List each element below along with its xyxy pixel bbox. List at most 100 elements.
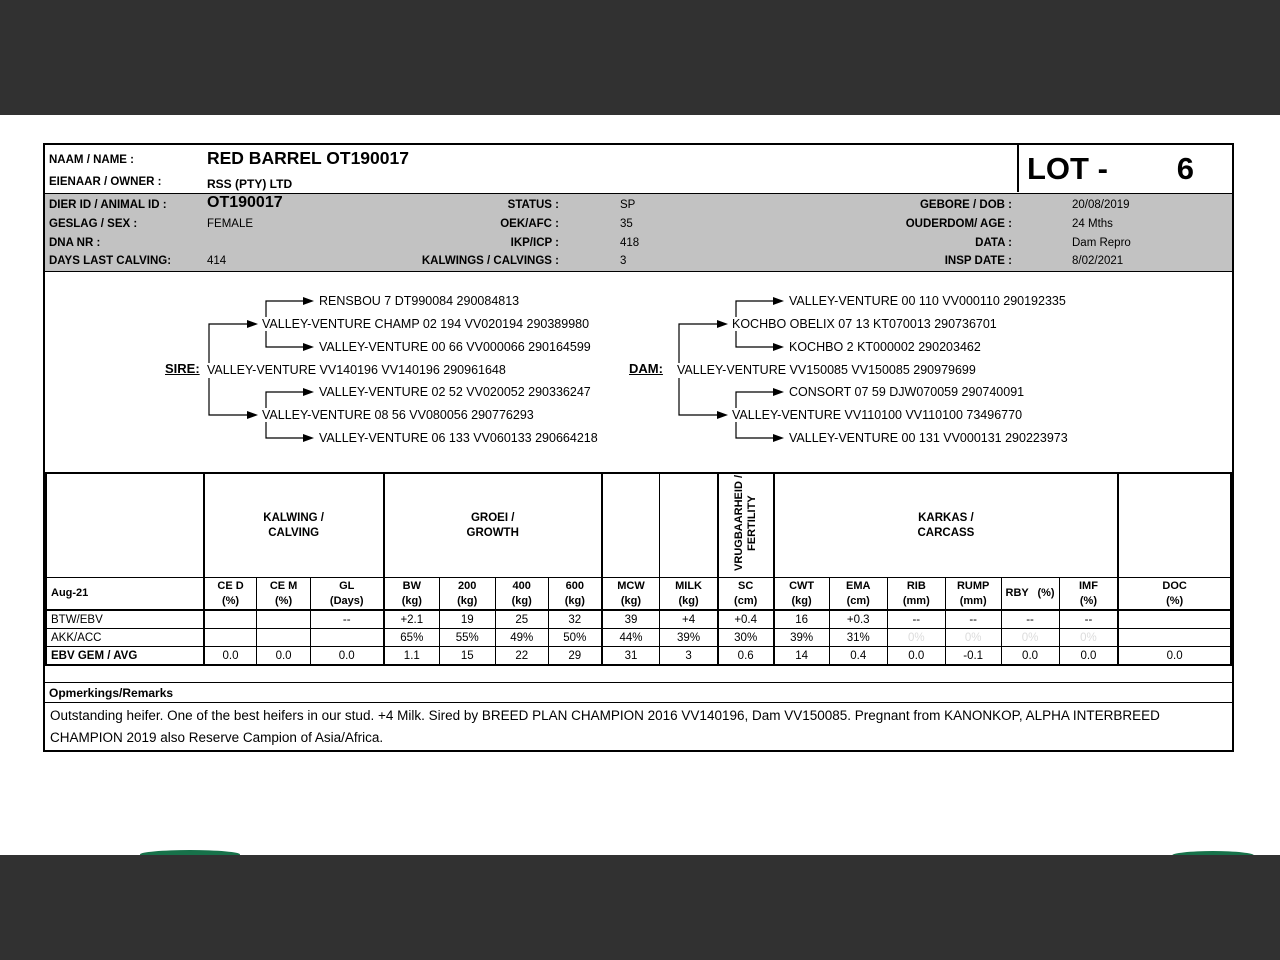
- sire-dam-dam: VALLEY-VENTURE 06 133 VV060133 290664218: [319, 431, 598, 445]
- cell: 49%: [494, 628, 549, 647]
- top-letterbox-bar: [0, 0, 1280, 115]
- cell: [1117, 609, 1232, 629]
- cell: 0.0: [309, 646, 385, 666]
- col-cwt: CWT (kg): [772, 577, 830, 611]
- owner-label: EIENAAR / OWNER :: [49, 176, 162, 188]
- sire-name: VALLEY-VENTURE VV140196 VV140196 2909616…: [207, 363, 506, 377]
- cell: 31%: [828, 628, 888, 647]
- info-row: DNA NR : IKP/ICP : 418 DATA : Dam Repro: [45, 234, 1232, 253]
- left-green-logo-sliver: [140, 850, 240, 859]
- col-rib: RIB (mm): [886, 577, 946, 611]
- pedigree-section: RENSBOU 7 DT990084 290084813 VALLEY-VENT…: [45, 272, 1232, 472]
- cell: -0.1: [944, 646, 1002, 666]
- cell: 0.4: [828, 646, 888, 666]
- cell: +0.3: [828, 609, 888, 629]
- insp-date-label: INSP DATE :: [944, 255, 1012, 267]
- cell: 0%: [1058, 628, 1119, 647]
- lot-card: NAAM / NAME : RED BARREL OT190017 EIENAA…: [43, 143, 1234, 752]
- cell: 39%: [772, 628, 830, 647]
- row-label: BTW/EBV: [45, 609, 205, 629]
- table-row-avg: EBV GEM / AVG 0.0 0.0 0.0 1.1 15 22 29 3…: [45, 646, 1232, 666]
- sire-sire-dam: VALLEY-VENTURE 00 66 VV000066 290164599: [319, 340, 591, 354]
- col-ced: CE D (%): [202, 577, 258, 611]
- cell: 55%: [438, 628, 496, 647]
- lot-box: LOT - 6: [1017, 145, 1232, 192]
- animal-id-label: DIER ID / ANIMAL ID :: [49, 199, 167, 211]
- days-last-calving-value: 414: [207, 255, 227, 267]
- sire-sire: VALLEY-VENTURE CHAMP 02 194 VV020194 290…: [262, 317, 590, 331]
- cell: 39%: [659, 628, 719, 647]
- animal-id-value: OT190017: [207, 194, 283, 211]
- group-empty-cell: [600, 472, 661, 578]
- cell: [256, 609, 311, 629]
- animal-info-band: DIER ID / ANIMAL ID : OT190017 STATUS : …: [45, 194, 1232, 272]
- dob-label: GEBORE / DOB :: [919, 199, 1012, 211]
- cell: [1117, 628, 1232, 647]
- remarks-text: Outstanding heifer. One of the best heif…: [50, 708, 1160, 745]
- dna-label: DNA NR :: [49, 237, 101, 249]
- ebv-table: KALWING / CALVING GROEI / GROWTH VRUGBAA…: [45, 472, 1232, 666]
- cell: 0.0: [256, 646, 311, 666]
- table-row-ebv: BTW/EBV -- +2.1 19 25 32 39 +4 +0.4 16 +…: [45, 609, 1232, 629]
- cell: 50%: [547, 628, 603, 647]
- dam-name: VALLEY-VENTURE VV150085 VV150085 2909796…: [677, 363, 976, 377]
- lot-number: 6: [1176, 150, 1194, 186]
- cell: 30%: [716, 628, 775, 647]
- trait-group-row: KALWING / CALVING GROEI / GROWTH VRUGBAA…: [45, 472, 1232, 578]
- cell: 44%: [600, 628, 661, 647]
- cell: 25: [494, 609, 549, 629]
- cell: [202, 609, 258, 629]
- col-400: 400 (kg): [494, 577, 549, 611]
- cell: 32: [547, 609, 603, 629]
- cell: 3: [659, 646, 719, 666]
- afc-label: OEK/AFC :: [500, 218, 559, 230]
- group-empty-cell: [45, 472, 205, 578]
- sire-sire-sire: RENSBOU 7 DT990084 290084813: [319, 294, 520, 308]
- remarks-label: Opmerkings/Remarks: [45, 683, 1232, 703]
- cell: 0.0: [1117, 646, 1232, 666]
- pedigree-connector-lines: [208, 297, 784, 442]
- col-cem: CE M (%): [256, 577, 311, 611]
- col-milk: MILK (kg): [659, 577, 719, 611]
- info-row: GESLAG / SEX : FEMALE OEK/AFC : 35 OUDER…: [45, 215, 1232, 234]
- calvings-value: 3: [620, 255, 627, 267]
- age-label: OUDERDOM/ AGE :: [905, 218, 1012, 230]
- dam-sire-dam: KOCHBO 2 KT000002 290203462: [789, 340, 981, 354]
- cell: 31: [600, 646, 661, 666]
- dam-sire-sire: VALLEY-VENTURE 00 110 VV000110 290192335: [789, 294, 1066, 308]
- data-value: Dam Repro: [1072, 237, 1131, 249]
- info-row: DAYS LAST CALVING: 414 KALWINGS / CALVIN…: [45, 252, 1232, 271]
- cell: 19: [438, 609, 496, 629]
- cell: 15: [438, 646, 496, 666]
- col-rby: RBY (%): [1000, 577, 1060, 611]
- group-calving: KALWING / CALVING: [202, 472, 385, 578]
- col-ema: EMA (cm): [828, 577, 888, 611]
- col-mcw: MCW (kg): [600, 577, 661, 611]
- table-date-label: Aug-21: [45, 577, 205, 611]
- cell: --: [309, 609, 385, 629]
- remarks-section: Opmerkings/Remarks Outstanding heifer. O…: [45, 682, 1232, 750]
- group-carcass: KARKAS / CARCASS: [772, 472, 1119, 578]
- name-label: NAAM / NAME :: [49, 154, 134, 166]
- cell: 29: [547, 646, 603, 666]
- cell: 0.0: [202, 646, 258, 666]
- col-200: 200 (kg): [438, 577, 496, 611]
- group-empty-cell: [1117, 472, 1232, 578]
- cell: 39: [600, 609, 661, 629]
- row-label: EBV GEM / AVG: [45, 646, 205, 666]
- cell: 14: [772, 646, 830, 666]
- cell: 16: [772, 609, 830, 629]
- cell: 0%: [1000, 628, 1060, 647]
- dam-label: DAM:: [629, 361, 663, 376]
- cell: --: [886, 609, 946, 629]
- row-label: AKK/ACC: [45, 628, 205, 647]
- cell: +4: [659, 609, 719, 629]
- cell: [202, 628, 258, 647]
- cell: +2.1: [382, 609, 440, 629]
- lot-label: LOT -: [1027, 150, 1108, 186]
- dob-value: 20/08/2019: [1072, 199, 1130, 211]
- cell: 65%: [382, 628, 440, 647]
- icp-label: IKP/ICP :: [510, 237, 559, 249]
- status-value: SP: [620, 199, 636, 211]
- group-empty-cell: [659, 472, 719, 578]
